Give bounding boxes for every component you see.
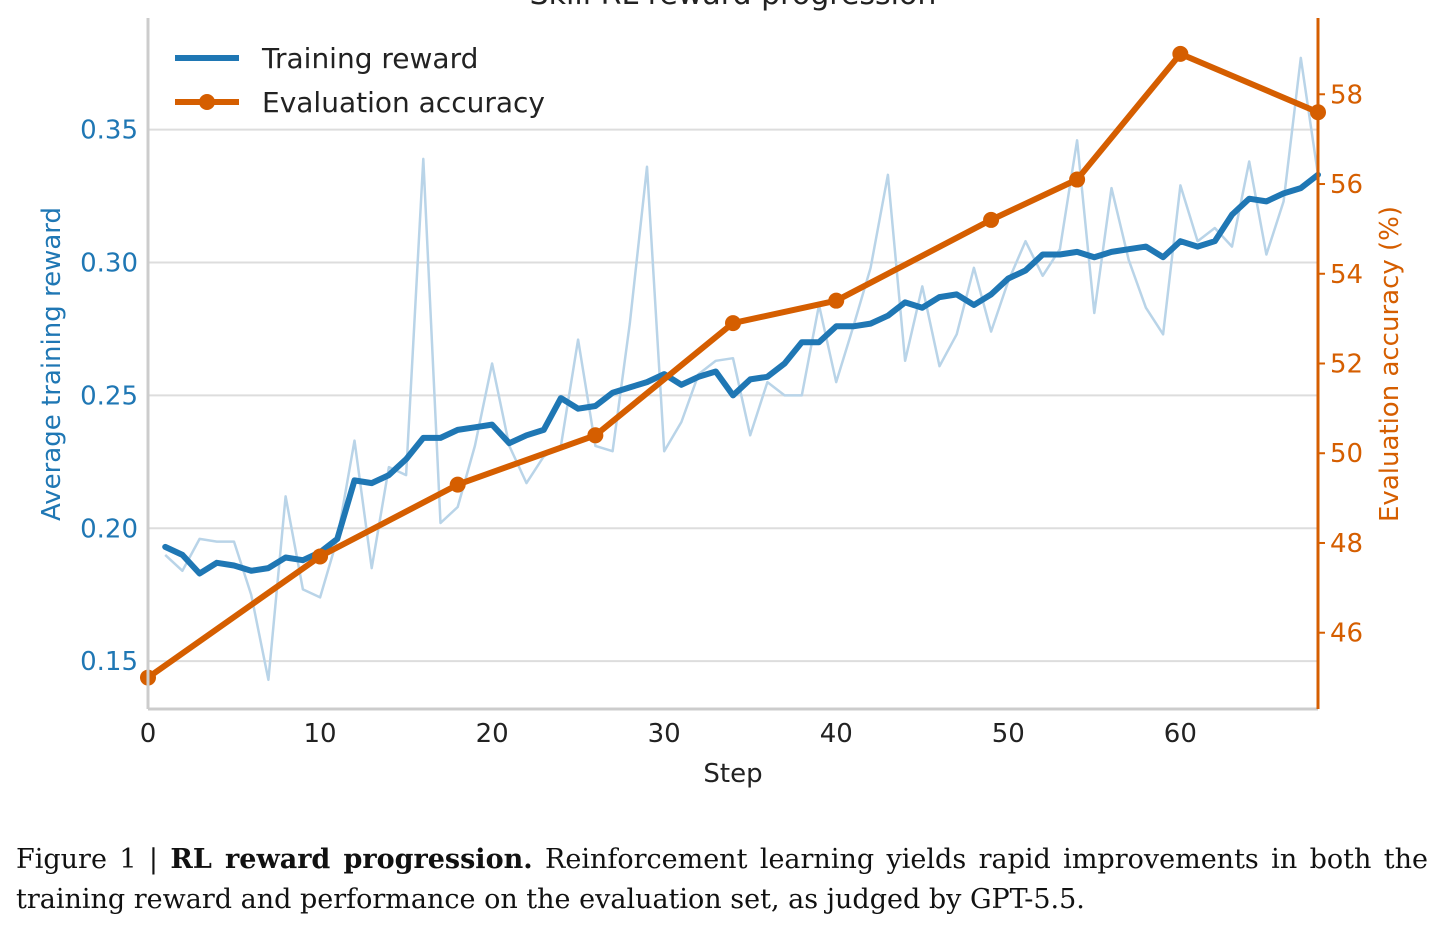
chart: Skill RL reward progression 0.15 0.20 0.25…: [37, 0, 1405, 789]
evaluation-point: [449, 476, 466, 493]
caption-title: RL reward progression.: [170, 844, 533, 875]
axes: [146, 18, 1325, 711]
tick-labels: 0.15 0.20 0.25 0.30 0.35 46 48 50 52 54 56 58 0 10 20 3…: [80, 80, 1363, 749]
y-left-tick-label: 0.35: [80, 116, 138, 146]
raw-training-series: [164, 56, 1320, 682]
y-right-tick-label: 50: [1330, 439, 1363, 469]
evaluation-point: [587, 427, 604, 444]
y-left-tick-label: 0.25: [80, 381, 138, 411]
legend-evaluation-marker: [199, 94, 215, 110]
evaluation-point: [983, 211, 1000, 228]
evaluation-point: [1172, 45, 1189, 62]
y-right-tick-label: 54: [1330, 260, 1363, 290]
y-right-tick-label: 58: [1330, 80, 1363, 110]
x-tick-label: 50: [992, 719, 1025, 749]
legend-evaluation-label: Evaluation accuracy: [262, 86, 545, 119]
y-axis-right-title: Evaluation accuracy (%): [1375, 206, 1405, 522]
y-right-tick-label: 52: [1330, 350, 1363, 380]
evaluation-accuracy-line: [146, 50, 1320, 681]
evaluation-point: [828, 292, 845, 309]
y-left-tick-label: 0.30: [80, 249, 138, 279]
y-right-tick-label: 48: [1330, 529, 1363, 559]
legend-training-label: Training reward: [261, 42, 478, 75]
raw-training-line: [164, 56, 1320, 682]
x-tick-label: 10: [304, 719, 337, 749]
y-right-tick-label: 46: [1330, 619, 1363, 649]
y-left-tick-label: 0.15: [80, 647, 138, 677]
y-axis-left-title: Average training reward: [37, 207, 67, 521]
x-axis-title: Step: [703, 759, 762, 789]
legend: Training reward Evaluation accuracy: [175, 42, 545, 119]
x-tick-label: 40: [820, 719, 853, 749]
evaluation-accuracy-series: [140, 45, 1326, 686]
x-tick-label: 20: [476, 719, 509, 749]
x-tick-label: 0: [140, 719, 157, 749]
caption-prefix: Figure 1 |: [16, 844, 171, 875]
x-tick-label: 30: [648, 719, 681, 749]
training-reward-line: [162, 171, 1321, 577]
evaluation-point: [725, 315, 741, 332]
chart-title: Skill RL reward progression: [530, 0, 937, 12]
y-right-tick-label: 56: [1330, 170, 1363, 200]
caption-text: Reinforcement learning yields rapid impr…: [16, 844, 1429, 915]
y-left-tick-label: 0.20: [80, 514, 138, 544]
evaluation-point: [1069, 171, 1086, 188]
evaluation-point: [312, 548, 329, 565]
x-tick-label: 60: [1164, 719, 1197, 749]
figure-caption: Figure 1 | RL reward progression. Reinfo…: [16, 840, 1428, 920]
training-reward-series: [162, 171, 1321, 577]
